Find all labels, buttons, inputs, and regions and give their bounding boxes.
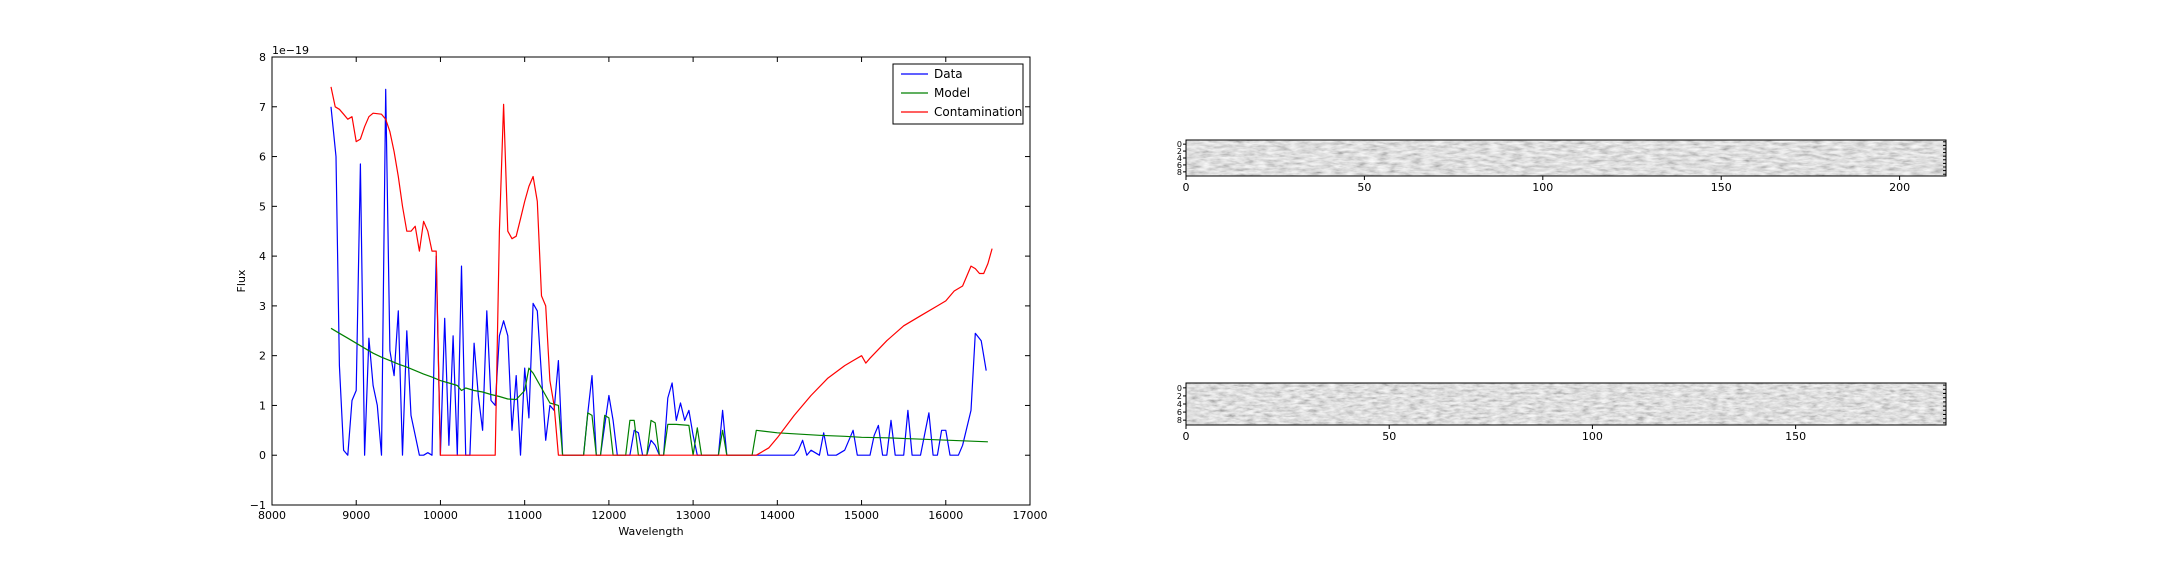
y-tick-label: 7 (259, 101, 266, 114)
y-tick-label: 8 (259, 51, 266, 64)
y-tick-label: 3 (259, 300, 266, 313)
heatmap-top-y-tick-label: 8 (1177, 168, 1182, 177)
heatmap-top-y-tick-label: 2 (1177, 147, 1182, 156)
series-line-contamination (330, 86, 993, 456)
x-tick-label: 12000 (591, 509, 626, 522)
x-axis-label: Wavelength (618, 525, 683, 538)
legend: Data Model Contamination (892, 63, 1024, 125)
heatmap-bottom-y-tick-label: 4 (1177, 400, 1182, 409)
legend-label-model: Model (934, 86, 970, 100)
y-tick-label: 6 (259, 151, 266, 164)
heatmap-top-x-tick-label: 50 (1357, 181, 1371, 194)
heatmap-bottom-x-tick-label: 0 (1183, 430, 1190, 443)
heatmap-top-image (1186, 140, 1946, 176)
y-tick-label: 2 (259, 350, 266, 363)
legend-label-contamination: Contamination (934, 105, 1022, 119)
legend-label-data: Data (934, 67, 963, 81)
spectrum-line-chart: 8000 9000 10000 11000 12000 13000 14000 15000 16… (235, 44, 1048, 538)
heatmap-top-x-tick-label: 200 (1889, 181, 1910, 194)
heatmap-bottom-image (1186, 383, 1946, 425)
legend-entry-model: Model (901, 86, 970, 100)
heatmap-bottom-y-tick-label: 6 (1177, 408, 1182, 417)
legend-entry-data: Data (901, 67, 963, 81)
y-tick-label: 1 (259, 399, 266, 412)
x-tick-label: 14000 (760, 509, 795, 522)
heatmap-top-y-tick-label: 4 (1177, 154, 1182, 163)
x-tick-label: 9000 (342, 509, 370, 522)
main-plot-frame (271, 56, 1031, 506)
y-tick-label: −1 (250, 499, 266, 512)
y-axis-label: Flux (235, 269, 248, 292)
y-tick-label: 4 (259, 250, 266, 263)
legend-entry-contamination: Contamination (901, 105, 1022, 119)
heatmap-bottom-y-tick-label: 2 (1177, 392, 1182, 401)
heatmap-bottom-x-tick-label: 150 (1785, 430, 1806, 443)
heatmap-bottom-x-tick-label: 100 (1582, 430, 1603, 443)
heatmap-top-y-tick-label: 6 (1177, 161, 1182, 170)
x-tick-label: 11000 (507, 509, 542, 522)
x-tick-label: 10000 (423, 509, 458, 522)
heatmap-top-x-tick-label: 100 (1532, 181, 1553, 194)
heatmap-top-y-tick-label: 0 (1177, 140, 1182, 149)
y-scale-label: 1e−19 (272, 44, 309, 57)
heatmap-bottom-y-tick-label: 0 (1177, 384, 1182, 393)
y-tick-label: 5 (259, 200, 266, 213)
y-tick-label: 0 (259, 449, 266, 462)
heatmap-top-x-tick-label: 150 (1711, 181, 1732, 194)
x-tick-label: 17000 (1013, 509, 1048, 522)
heatmap-bottom-x-tick-label: 50 (1382, 430, 1396, 443)
x-tick-label: 8000 (258, 509, 286, 522)
x-tick-label: 16000 (928, 509, 963, 522)
series-line-data (330, 88, 987, 456)
heatmap-top-x-tick-label: 0 (1183, 181, 1190, 194)
heatmap-bottom-y-tick-label: 8 (1177, 416, 1182, 425)
x-tick-label: 13000 (676, 509, 711, 522)
x-tick-label: 15000 (844, 509, 879, 522)
